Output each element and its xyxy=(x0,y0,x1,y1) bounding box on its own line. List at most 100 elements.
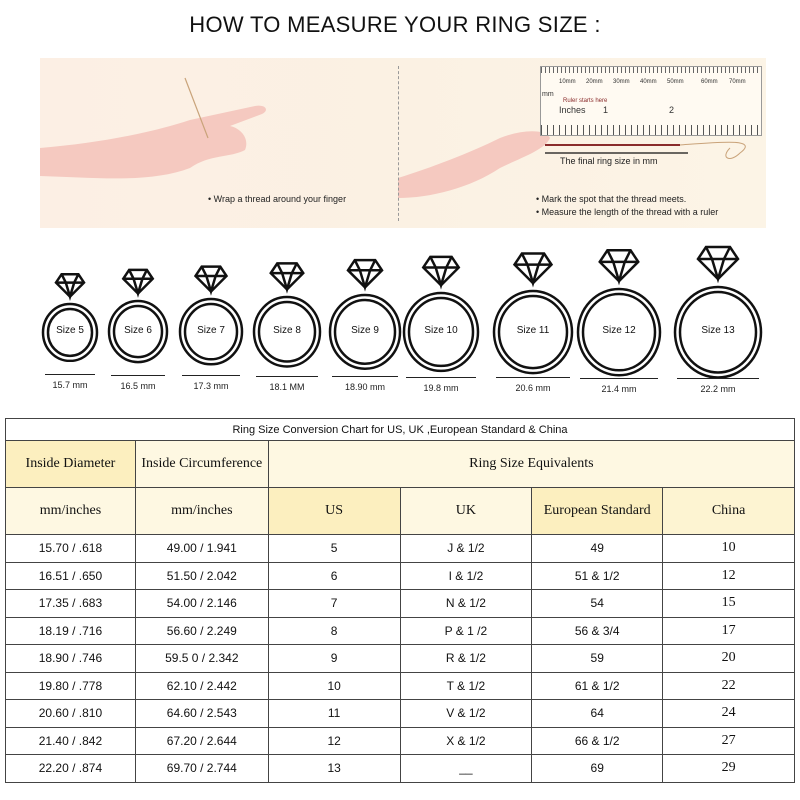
measure-arrow xyxy=(580,377,658,379)
table-cell: 10 xyxy=(662,534,795,563)
table-cell: 24 xyxy=(662,699,795,728)
ring-icon xyxy=(402,255,480,373)
ring-size-label: Size 7 xyxy=(197,324,225,336)
table-cell: T & 1/2 xyxy=(399,671,533,700)
ring-icon xyxy=(576,248,662,377)
ring-size-label: Size 5 xyxy=(56,324,84,336)
table-cell: 15.70 / .618 xyxy=(5,534,136,563)
table-cell: R & 1/2 xyxy=(399,644,533,673)
table-row: 17.35 / .683 54.00 / 2.146 7 N & 1/2 54 15 xyxy=(5,589,795,618)
table-cell: 64.60 / 2.543 xyxy=(134,699,269,728)
ring-diameter: 20.6 mm xyxy=(515,383,551,393)
mm-tick: 50mm xyxy=(667,79,684,85)
table-cell: 67.20 / 2.644 xyxy=(134,726,269,755)
ring-size-10: Size 10 xyxy=(402,251,480,373)
page-title: HOW TO MEASURE YOUR RING SIZE : xyxy=(189,12,601,37)
table-cell: __ xyxy=(399,754,533,783)
table-row: 22.20 / .874 69.70 / 2.744 13 __ 69 29 xyxy=(5,754,795,783)
ring-size-9: Size 9 xyxy=(328,253,402,371)
header-circumference-units: mm/inches xyxy=(134,487,269,535)
table-cell: 49.00 / 1.941 xyxy=(134,534,269,563)
ring-icon xyxy=(328,258,402,371)
mm-tick: 60mm xyxy=(701,79,718,85)
ring-size-7: Size 7 xyxy=(178,257,244,366)
ring-size-label: Size 13 xyxy=(701,325,735,336)
ring-diameter: 18.90 mm xyxy=(344,382,386,392)
table-cell: 49 xyxy=(531,534,664,563)
ring-size-6: Size 6 xyxy=(107,259,169,364)
header-ring-size-equivalents: Ring Size Equivalents xyxy=(267,440,796,488)
mm-tick: 10mm xyxy=(559,79,576,85)
table-cell: P & 1 /2 xyxy=(399,616,533,645)
mm-tick: 20mm xyxy=(586,79,603,85)
ring-icon xyxy=(492,252,574,375)
table-cell: 29 xyxy=(662,754,795,783)
table-cell: 15 xyxy=(662,589,795,618)
table-cell: 17.35 / .683 xyxy=(5,589,136,618)
header-european: European Standard xyxy=(531,487,664,535)
measure-arrow xyxy=(332,376,398,377)
measure-arrow xyxy=(45,374,95,375)
table-cell: 8 xyxy=(267,616,401,645)
table-row: 19.80 / .778 62.10 / 2.442 10 T & 1/2 61 & 1… xyxy=(5,671,795,700)
table-row: 21.40 / .842 67.20 / 2.644 12 X & 1/2 66 & 1… xyxy=(5,726,795,755)
table-cell: 59 xyxy=(531,644,664,673)
ring-size-table: Ring Size Conversion Chart for US, UK ,E… xyxy=(5,418,796,783)
table-row: 18.19 / .716 56.60 / 2.249 8 P & 1 /2 56 & 3… xyxy=(5,616,795,645)
table-cell: 12 xyxy=(662,561,795,590)
table-cell: 56.60 / 2.249 xyxy=(134,616,269,645)
table-cell: 11 xyxy=(267,699,401,728)
ring-diameter: 19.8 mm xyxy=(423,382,459,393)
table-cell: 22 xyxy=(662,671,795,700)
table-cell: 13 xyxy=(267,754,401,783)
final-size-label: The final ring size in mm xyxy=(560,156,658,166)
measure-arrow xyxy=(496,377,570,378)
ring-diameter: 15.7 mm xyxy=(52,380,88,390)
table-cell: 64 xyxy=(531,699,664,728)
ring-size-5: Size 5 xyxy=(41,262,99,363)
table-cell: 20 xyxy=(662,644,795,673)
header-us: US xyxy=(267,487,401,535)
table-cell: 27 xyxy=(662,726,795,755)
ring-diameter: 18.1 MM xyxy=(269,381,305,392)
ring-icon xyxy=(178,265,244,366)
table-cell: 16.51 / .650 xyxy=(5,561,136,590)
table-cell: 22.20 / .874 xyxy=(5,754,136,783)
ring-size-13: Size 13 xyxy=(673,245,763,380)
ring-size-label: Size 6 xyxy=(124,324,152,336)
instructions-illustration: • Wrap a thread around your finger 10mm … xyxy=(40,58,766,228)
table-cell: N & 1/2 xyxy=(399,589,533,618)
table-cell: 69.70 / 2.744 xyxy=(134,754,269,783)
mm-tick: 30mm xyxy=(613,79,630,85)
header-inside-circumference: Inside Circumference xyxy=(134,440,269,488)
table-cell: 61 & 1/2 xyxy=(531,671,664,700)
table-cell: 20.60 / .810 xyxy=(5,699,136,728)
ring-diameter: 16.5 mm xyxy=(120,380,156,391)
mm-tick: 40mm xyxy=(640,79,657,85)
hand-illustration xyxy=(40,77,746,198)
ring-size-label: Size 8 xyxy=(273,325,301,336)
ruler-start-label: Ruler starts here xyxy=(563,98,608,104)
ring-icon xyxy=(107,269,169,364)
table-cell: 10 xyxy=(267,671,401,700)
table-row: 18.90 / .746 59.5 0 / 2.342 9 R & 1/2 59 20 xyxy=(5,644,795,673)
ring-size-11: Size 11 xyxy=(492,249,574,375)
ring-size-8: Size 8 xyxy=(252,255,322,369)
table-cell: 54 xyxy=(531,589,664,618)
table-cell: 62.10 / 2.442 xyxy=(134,671,269,700)
ring-diameter: 22.2 mm xyxy=(700,384,736,394)
table-cell: 18.90 / .746 xyxy=(5,644,136,673)
wrap-thread-note: • Wrap a thread around your finger xyxy=(208,194,347,204)
ring-size-12: Size 12 xyxy=(576,247,662,377)
ring-icon xyxy=(41,272,99,362)
table-cell: 12 xyxy=(267,726,401,755)
table-cell: 18.19 / .716 xyxy=(5,616,136,645)
table-cell: 59.5 0 / 2.342 xyxy=(134,644,269,673)
measure-arrow xyxy=(406,376,476,378)
inches-label: Inches xyxy=(559,105,586,115)
table-row: 16.51 / .650 51.50 / 2.042 6 I & 1/2 51 & 1/… xyxy=(5,561,795,590)
table-cell: 69 xyxy=(531,754,664,783)
mark-spot-note: • Mark the spot that the thread meets. xyxy=(536,194,687,204)
mm-tick: 70mm xyxy=(729,79,746,85)
header-diameter-units: mm/inches xyxy=(5,487,136,535)
